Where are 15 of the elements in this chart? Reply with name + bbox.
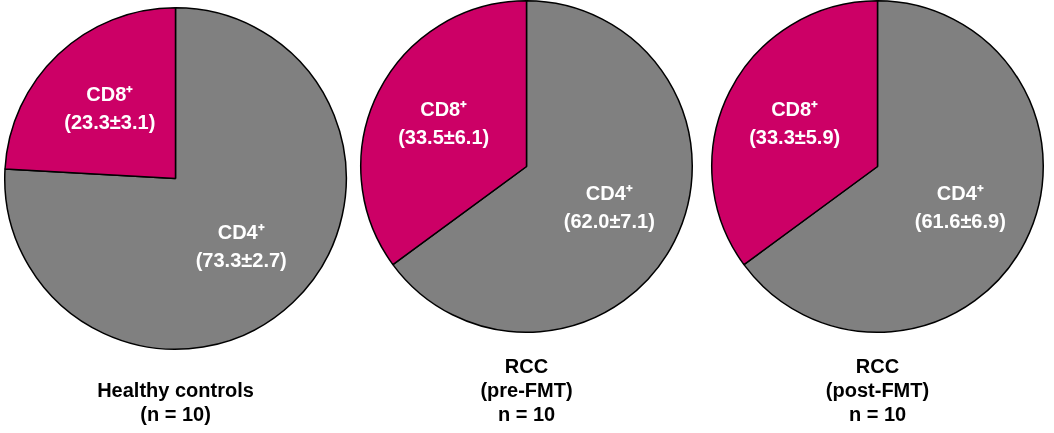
slice-label: CD4⁺ bbox=[585, 181, 633, 204]
text: RCC (pre-FMT) n = 10 bbox=[480, 354, 573, 425]
text: Healthy controls (n = 10) bbox=[97, 378, 254, 425]
data-label: (62.0±7.1) bbox=[563, 209, 655, 232]
data-label: (73.3±2.7) bbox=[195, 249, 287, 272]
slice-label: CD8⁺ bbox=[420, 98, 468, 121]
data-label: (23.3±3.1) bbox=[64, 110, 156, 133]
slice-label: CD4⁺ bbox=[217, 221, 265, 244]
slice-label: CD8⁺ bbox=[86, 82, 134, 105]
slice-label: CD8⁺ bbox=[771, 98, 819, 121]
data-label: (33.3±5.9) bbox=[749, 126, 841, 149]
data-label: (61.6±6.9) bbox=[914, 209, 1006, 232]
data-label: (33.5±6.1) bbox=[398, 126, 490, 149]
slice-label: CD4⁺ bbox=[936, 181, 984, 204]
text: RCC (post-FMT) n = 10 bbox=[825, 354, 930, 425]
